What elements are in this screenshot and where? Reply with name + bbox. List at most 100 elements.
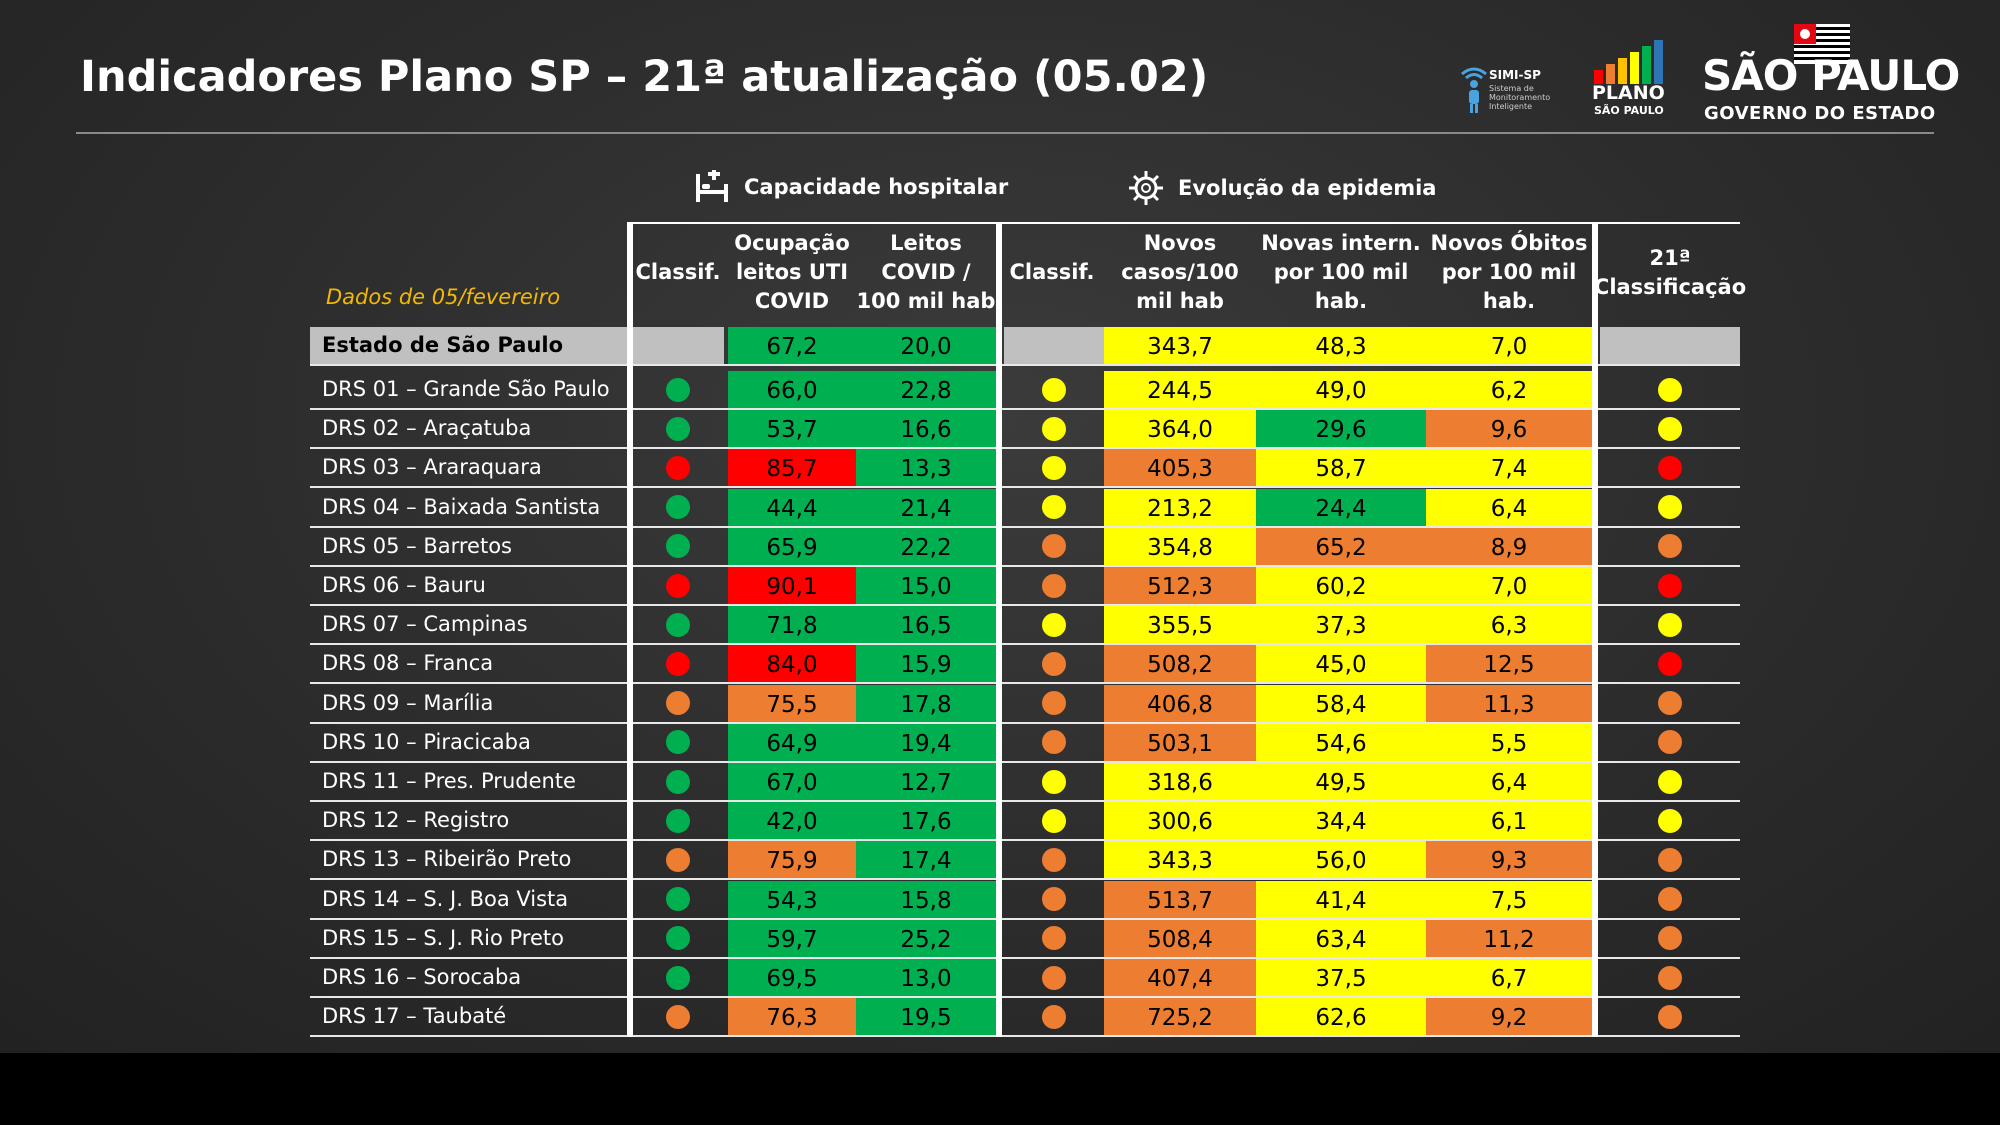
classif-hosp-green-dot — [666, 377, 690, 402]
classif-epi-cell — [1004, 528, 1104, 565]
occupancy-cell: 44,4 — [728, 488, 856, 526]
classif-epi-yellow-dot — [1042, 455, 1066, 480]
classif-epi-cell — [1004, 606, 1104, 643]
table-row: DRS 11 – Pres. Prudente 67,0 12,7 318,6 49,5… — [310, 763, 1740, 802]
final-classif-cell — [1600, 920, 1740, 957]
section-hospital-title: Capacidade hospitalar — [744, 175, 1009, 199]
hospitalizations-cell: 29,6 — [1256, 410, 1426, 448]
column-divider — [996, 222, 1002, 1037]
region-name: DRS 04 – Baixada Santista — [322, 494, 601, 519]
occupancy-cell: 85,7 — [728, 449, 856, 487]
cases-cell: 513,7 — [1104, 880, 1256, 918]
occupancy-cell: 65,9 — [728, 527, 856, 565]
final-classif-orange-dot — [1658, 1004, 1682, 1029]
table-row: DRS 17 – Taubaté 76,3 19,5 725,2 62,6 9,2 — [310, 998, 1740, 1038]
region-name: DRS 16 – Sorocaba — [322, 965, 522, 989]
occupancy-cell: 42,0 — [728, 802, 856, 840]
region-name: DRS 12 – Registro — [322, 808, 510, 833]
hospitalizations-cell: 65,2 — [1256, 527, 1426, 565]
classif-epi-yellow-dot — [1042, 808, 1066, 833]
classif-epi-orange-dot — [1042, 887, 1066, 912]
beds-cell: 19,4 — [856, 723, 996, 761]
hospitalizations-cell: 63,4 — [1256, 919, 1426, 957]
final-classif-yellow-dot — [1658, 808, 1682, 833]
classif-hosp-cell — [632, 528, 724, 565]
classif-epi-orange-dot — [1042, 573, 1066, 598]
table-row: DRS 01 – Grande São Paulo 66,0 22,8 244,5 49… — [310, 371, 1740, 410]
simi-person-icon — [1461, 67, 1487, 113]
region-name: DRS 02 – Araçatuba — [322, 416, 532, 441]
region-name: Estado de São Paulo — [310, 327, 628, 364]
classif-hosp-green-dot — [666, 495, 690, 520]
occupancy-cell: 84,0 — [728, 645, 856, 683]
final-classif-cell — [1600, 802, 1740, 839]
final-classif-cell — [1600, 327, 1740, 364]
cases-cell: 508,4 — [1104, 919, 1256, 957]
region-name: DRS 06 – Bauru — [322, 573, 486, 597]
table-row: DRS 02 – Araçatuba 53,7 16,6 364,0 29,6 9,6 — [310, 410, 1740, 450]
classif-hosp-green-dot — [666, 612, 690, 637]
beds-cell: 15,9 — [856, 645, 996, 683]
cases-cell: 343,3 — [1104, 841, 1256, 879]
final-classif-red-dot — [1658, 455, 1682, 480]
final-classif-yellow-dot — [1658, 769, 1682, 794]
final-classif-yellow-dot — [1658, 377, 1682, 402]
classif-hosp-cell — [632, 449, 724, 486]
sp-flag-icon — [1794, 24, 1850, 64]
beds-cell: 25,2 — [856, 919, 996, 957]
simi-logo-text: SIMI-SP — [1489, 68, 1541, 82]
deaths-cell: 6,4 — [1426, 763, 1592, 800]
classif-epi-cell — [1004, 763, 1104, 800]
classif-hosp-green-dot — [666, 808, 690, 833]
sp-logo-line2: GOVERNO DO ESTADO — [1704, 103, 1936, 124]
occupancy-cell: 59,7 — [728, 919, 856, 957]
classif-epi-cell — [1004, 489, 1104, 526]
cases-cell: 725,2 — [1104, 998, 1256, 1036]
occupancy-cell: 75,9 — [728, 841, 856, 879]
beds-cell: 16,6 — [856, 410, 996, 448]
table-row: DRS 03 – Araraquara 85,7 13,3 405,3 58,7 7,4 — [310, 449, 1740, 489]
deaths-cell: 12,5 — [1426, 645, 1592, 683]
occupancy-cell: 64,9 — [728, 723, 856, 761]
classif-epi-yellow-dot — [1042, 612, 1066, 637]
region-name: DRS 05 – Barretos — [322, 533, 512, 558]
row-divider — [310, 486, 1740, 489]
deaths-cell: 5,5 — [1426, 723, 1592, 761]
region-name: DRS 03 – Araraquara — [322, 455, 542, 480]
cases-cell: 364,0 — [1104, 410, 1256, 448]
beds-cell: 13,0 — [856, 959, 996, 996]
classif-epi-cell — [1004, 685, 1104, 722]
deaths-cell: 9,6 — [1426, 410, 1592, 448]
classif-hosp-cell — [632, 685, 724, 722]
region-name: DRS 10 – Piracicaba — [322, 729, 531, 754]
final-classif-orange-dot — [1658, 534, 1682, 559]
region-name: DRS 09 – Marília — [322, 690, 494, 715]
hospitalizations-cell: 60,2 — [1256, 567, 1426, 604]
classif-hosp-cell — [632, 841, 724, 878]
row-divider — [310, 996, 1740, 998]
classif-epi-cell — [1004, 881, 1104, 918]
deaths-cell: 11,2 — [1426, 919, 1592, 957]
classif-epi-cell — [1004, 724, 1104, 761]
occupancy-cell: 76,3 — [728, 998, 856, 1036]
row-divider — [310, 917, 1740, 920]
occupancy-cell: 54,3 — [728, 880, 856, 918]
header-rule-epidemic — [1002, 222, 1592, 224]
deaths-cell: 7,0 — [1426, 327, 1592, 364]
final-classif-yellow-dot — [1658, 612, 1682, 637]
final-classif-yellow-dot — [1658, 495, 1682, 520]
classif-epi-orange-dot — [1042, 691, 1066, 716]
deaths-cell: 11,3 — [1426, 684, 1592, 722]
hospitalizations-cell: 45,0 — [1256, 645, 1426, 683]
section-hospital-capacity: Capacidade hospitalar — [694, 170, 1008, 204]
occupancy-cell: 69,5 — [728, 959, 856, 996]
classif-hosp-cell — [632, 959, 724, 996]
occupancy-cell: 75,5 — [728, 684, 856, 722]
sp-logo-line1: SÃO PAULO — [1702, 51, 1960, 100]
final-classif-red-dot — [1658, 573, 1682, 598]
classif-hosp-orange-dot — [666, 847, 690, 872]
classif-hosp-cell — [632, 763, 724, 800]
region-name: DRS 11 – Pres. Prudente — [322, 769, 576, 793]
final-classif-orange-dot — [1658, 691, 1682, 716]
classif-epi-orange-dot — [1042, 965, 1066, 990]
